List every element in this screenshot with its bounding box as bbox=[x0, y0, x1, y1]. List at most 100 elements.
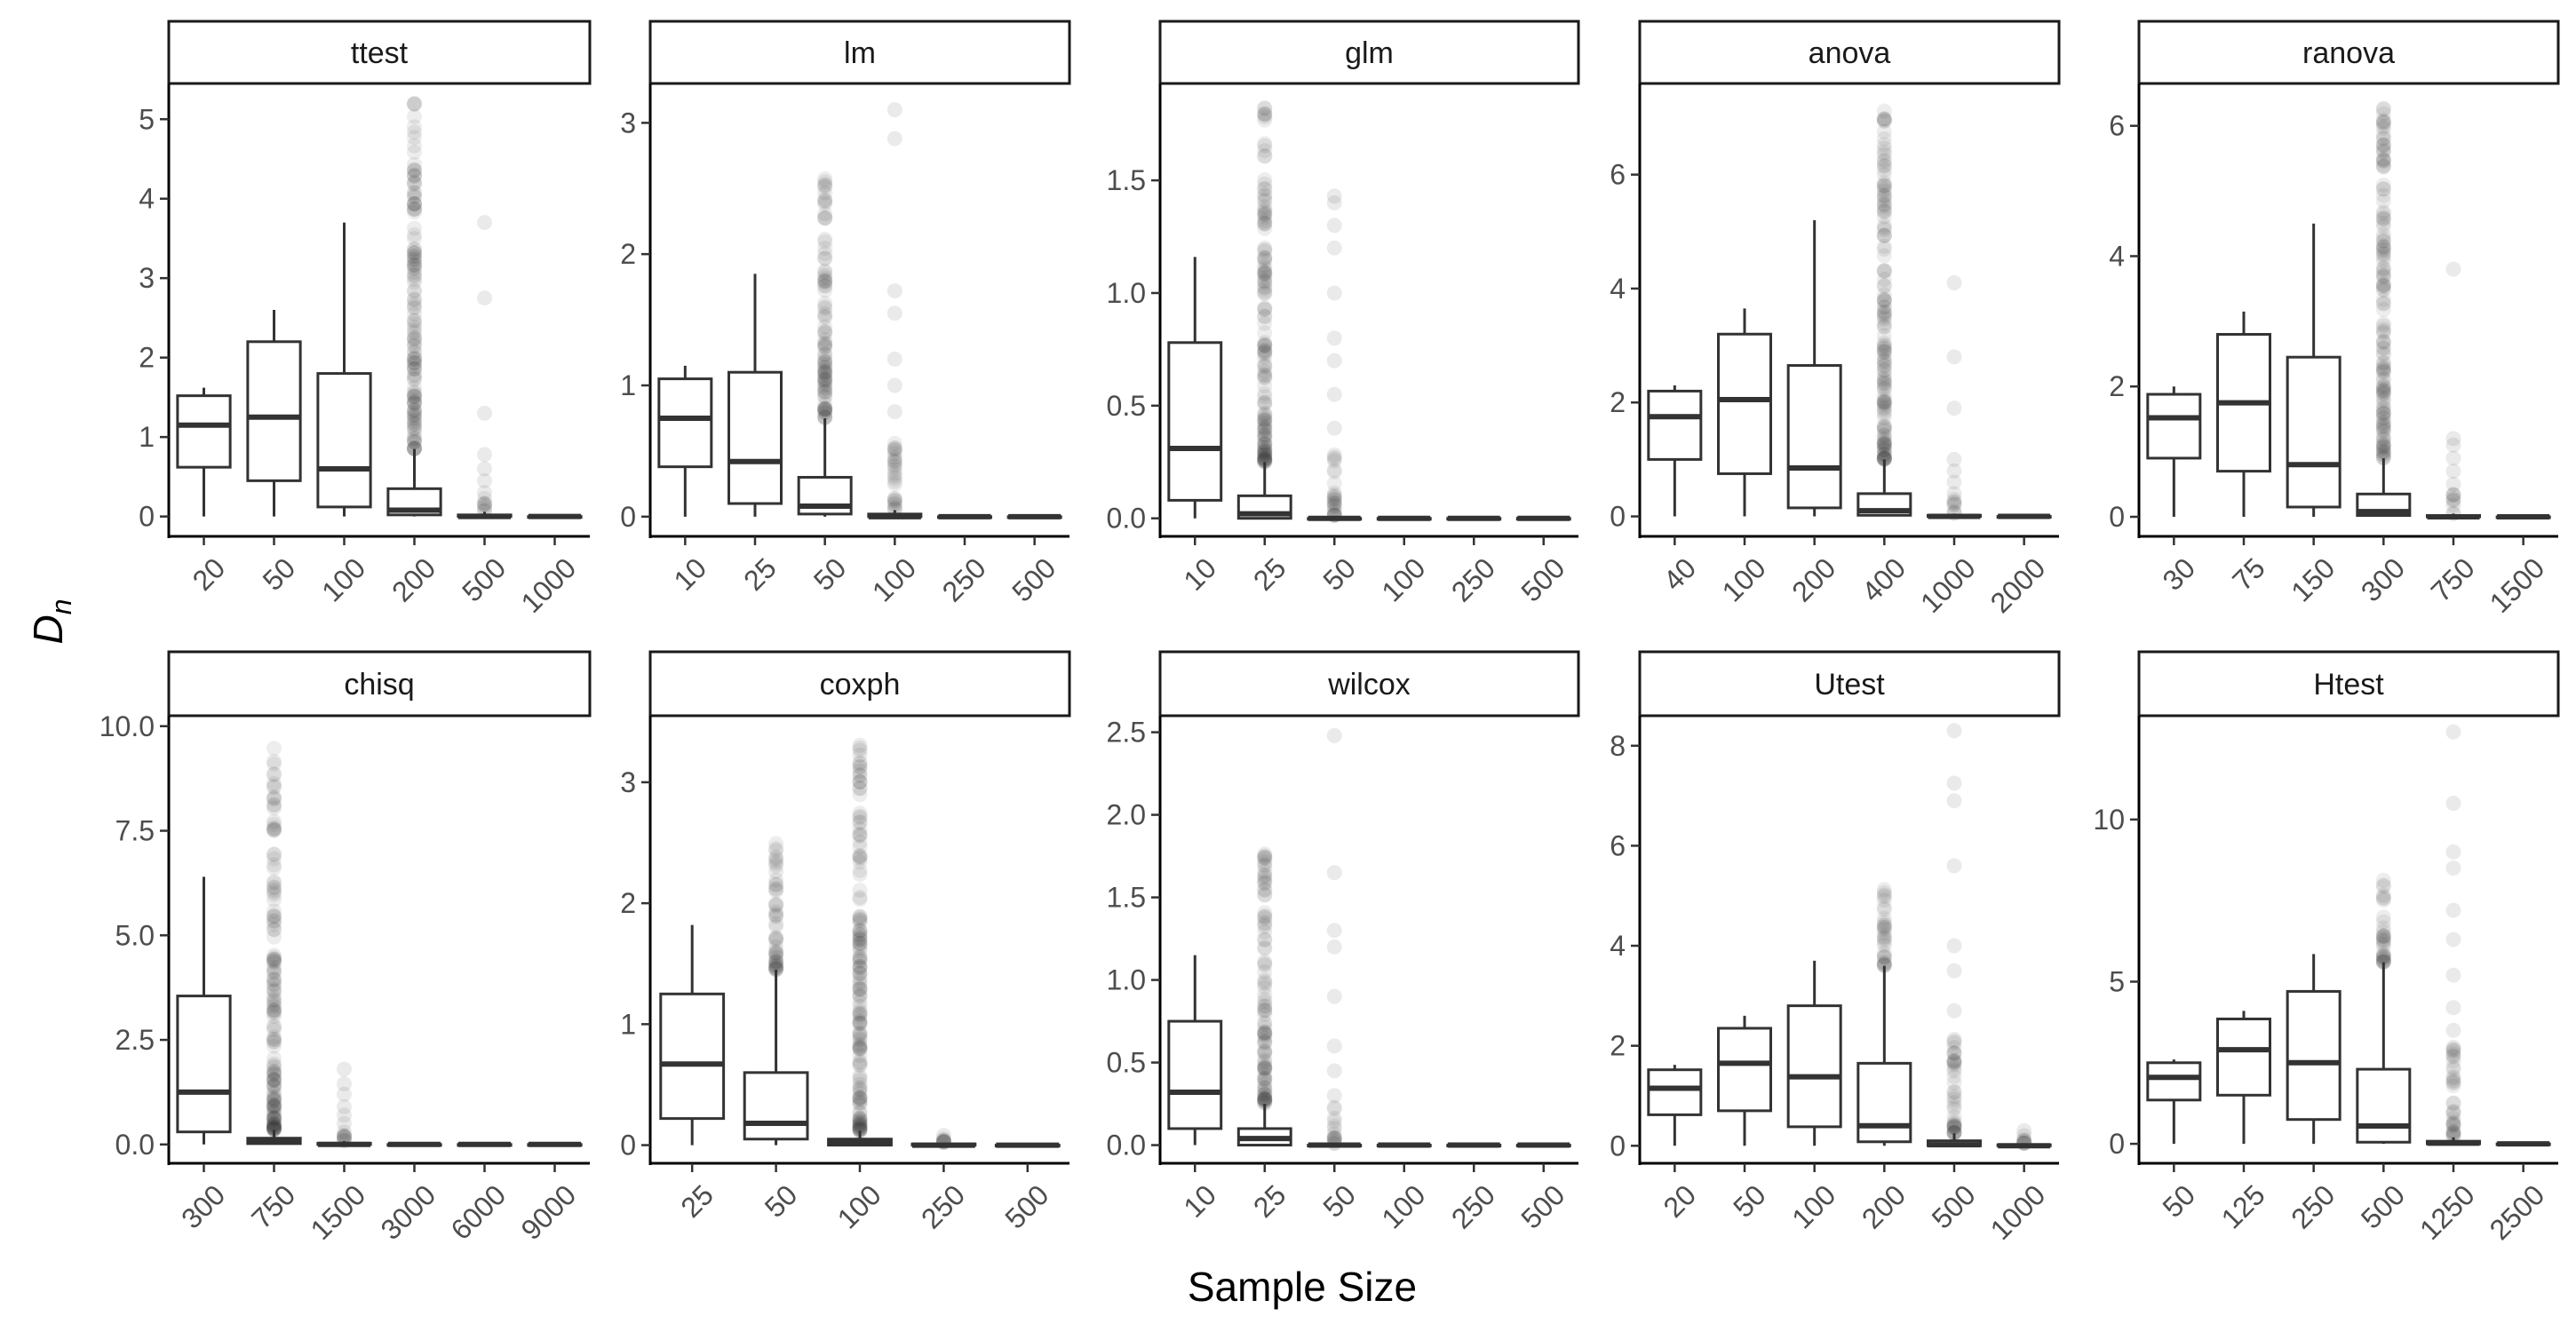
outlier-point bbox=[817, 353, 833, 369]
outlier-point bbox=[407, 345, 422, 361]
outlier-point bbox=[1946, 1098, 1962, 1114]
outlier-point bbox=[817, 369, 833, 385]
outlier-point bbox=[1257, 436, 1273, 452]
outlier-point bbox=[407, 351, 422, 367]
outlier-point bbox=[2445, 1116, 2461, 1132]
outlier-point bbox=[266, 1072, 282, 1088]
outlier-point bbox=[852, 932, 868, 947]
x-tick-label: 400 bbox=[1856, 551, 1912, 607]
outlier-point bbox=[1946, 1045, 1962, 1061]
outlier-point bbox=[852, 1070, 868, 1086]
outlier-point bbox=[1876, 917, 1892, 933]
outlier-point bbox=[1876, 345, 1892, 361]
outlier-point bbox=[407, 177, 422, 193]
outlier-point bbox=[1257, 192, 1273, 208]
outlier-point bbox=[2445, 932, 2461, 947]
outlier-point bbox=[886, 501, 902, 517]
outlier-point bbox=[2375, 887, 2391, 903]
outlier-point bbox=[266, 914, 282, 930]
x-tick-label: 250 bbox=[2285, 1178, 2341, 1234]
x-tick-label: 200 bbox=[386, 551, 441, 607]
outlier-point bbox=[1876, 300, 1892, 316]
outlier-point bbox=[1257, 1046, 1273, 1062]
outlier-point bbox=[2445, 844, 2461, 860]
outlier-point bbox=[1257, 1054, 1273, 1070]
outlier-point bbox=[2375, 878, 2391, 894]
outlier-point bbox=[768, 950, 784, 966]
outlier-point bbox=[1876, 307, 1892, 323]
outlier-point bbox=[852, 1036, 868, 1052]
outlier-point bbox=[1876, 195, 1892, 211]
outlier-point bbox=[2375, 250, 2391, 266]
outlier-point bbox=[1876, 343, 1892, 359]
outlier-point bbox=[768, 908, 784, 924]
outlier-point bbox=[2445, 1104, 2461, 1120]
outlier-point bbox=[1257, 207, 1273, 223]
outlier-point bbox=[1946, 1120, 1962, 1136]
outlier-point bbox=[768, 916, 784, 932]
outlier-point bbox=[852, 1118, 868, 1134]
outlier-point bbox=[1257, 1052, 1273, 1068]
outlier-point bbox=[1326, 449, 1342, 465]
outlier-point bbox=[266, 1120, 282, 1136]
outlier-point bbox=[2375, 181, 2391, 197]
outlier-point bbox=[1946, 463, 1962, 479]
outlier-point bbox=[852, 1122, 868, 1138]
y-tick-label: 2 bbox=[139, 342, 155, 374]
outlier-point bbox=[1326, 1038, 1342, 1054]
outlier-point bbox=[1876, 338, 1892, 354]
outlier-point bbox=[2375, 137, 2391, 153]
outlier-point bbox=[2375, 114, 2391, 130]
outlier-point bbox=[852, 1094, 868, 1110]
outlier-point bbox=[266, 1078, 282, 1094]
outlier-point bbox=[1257, 864, 1273, 880]
outlier-point bbox=[852, 1026, 868, 1042]
outlier-point bbox=[407, 274, 422, 290]
outlier-point bbox=[1326, 451, 1342, 467]
outlier-point bbox=[266, 780, 282, 796]
outlier-point bbox=[1257, 1090, 1273, 1106]
outlier-point bbox=[852, 773, 868, 789]
outlier-point bbox=[407, 185, 422, 201]
outlier-point bbox=[1257, 452, 1273, 468]
outlier-point bbox=[1326, 490, 1342, 506]
outlier-point bbox=[1257, 905, 1273, 921]
outlier-point bbox=[1257, 1060, 1273, 1076]
outlier-point bbox=[1257, 873, 1273, 889]
outlier-point bbox=[407, 405, 422, 421]
outlier-point bbox=[407, 175, 422, 191]
outlier-point bbox=[407, 431, 422, 447]
outlier-point bbox=[1257, 356, 1273, 372]
outlier-point bbox=[886, 465, 902, 481]
y-tick-label: 5 bbox=[2109, 965, 2125, 997]
outlier-point bbox=[2445, 1114, 2461, 1130]
outlier-point bbox=[1876, 441, 1892, 457]
outlier-point bbox=[407, 291, 422, 307]
outlier-point bbox=[852, 1119, 868, 1135]
outlier-point bbox=[266, 993, 282, 1009]
outlier-point bbox=[2375, 295, 2391, 311]
facet-strip-label: ttest bbox=[351, 36, 409, 70]
outlier-point bbox=[1257, 1059, 1273, 1075]
outlier-point bbox=[266, 982, 282, 998]
outlier-point bbox=[266, 765, 282, 781]
x-tick-label: 10 bbox=[1177, 1178, 1222, 1224]
outlier-point bbox=[266, 951, 282, 967]
box-body bbox=[2356, 1067, 2412, 1144]
box-500 bbox=[1515, 1142, 1571, 1148]
outlier-point bbox=[1876, 889, 1892, 905]
outlier-point bbox=[407, 394, 422, 410]
outlier-point bbox=[2375, 406, 2391, 422]
outlier-point bbox=[852, 979, 868, 995]
outlier-point bbox=[768, 955, 784, 971]
outlier-point bbox=[2445, 902, 2461, 918]
outlier-point bbox=[407, 292, 422, 308]
outlier-point bbox=[477, 485, 492, 501]
outlier-point bbox=[266, 800, 282, 816]
outlier-point bbox=[1946, 1089, 1962, 1105]
y-axis-title-subscript: n bbox=[45, 599, 77, 614]
y-tick-label: 2 bbox=[2109, 370, 2125, 402]
outlier-point bbox=[768, 858, 784, 874]
outlier-point bbox=[407, 392, 422, 408]
